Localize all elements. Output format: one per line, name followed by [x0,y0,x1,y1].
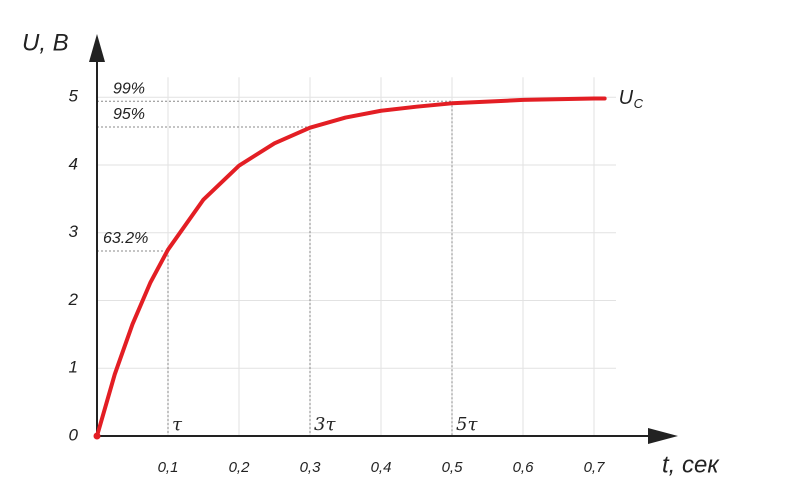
y-axis-arrow [89,34,105,62]
tau-label: τ [172,414,183,435]
y-tick-label: 5 [69,87,79,106]
y-axis-title: U, В [22,29,69,56]
x-tick-label: 0,1 [158,459,179,476]
series-label-sub: C [634,96,644,111]
x-tick-label: 0,6 [513,459,535,476]
grid [97,77,616,436]
x-tick-label: 0,7 [584,459,606,476]
y-tick-label: 0 [69,425,79,444]
tau-label: 5τ [456,414,478,435]
x-tick-label: 0,3 [300,459,322,476]
tau-label: 3τ [314,414,336,435]
annotation-label: 63.2% [103,230,148,247]
x-axis-arrow [648,428,678,444]
x-tick-label: 0,5 [442,459,464,476]
start-point [93,432,101,440]
y-tick-label: 4 [69,154,78,173]
y-tick-label: 3 [69,222,79,241]
y-tick-label: 1 [69,358,78,377]
annotation-label: 99% [113,80,145,97]
y-tick-label: 2 [68,290,79,309]
plot: 0 1 2 3 4 5 0,1 0,2 0,3 0,4 0,5 0,6 0,7 63.2% τ 95% 3τ 99… [22,29,720,478]
series-line [95,96,607,438]
x-tick-label: 0,2 [229,459,251,476]
x-axis-title: t, сек [662,451,720,478]
annotation-label: 95% [113,106,145,123]
series-label: U [619,87,634,109]
x-tick-label: 0,4 [371,459,392,476]
